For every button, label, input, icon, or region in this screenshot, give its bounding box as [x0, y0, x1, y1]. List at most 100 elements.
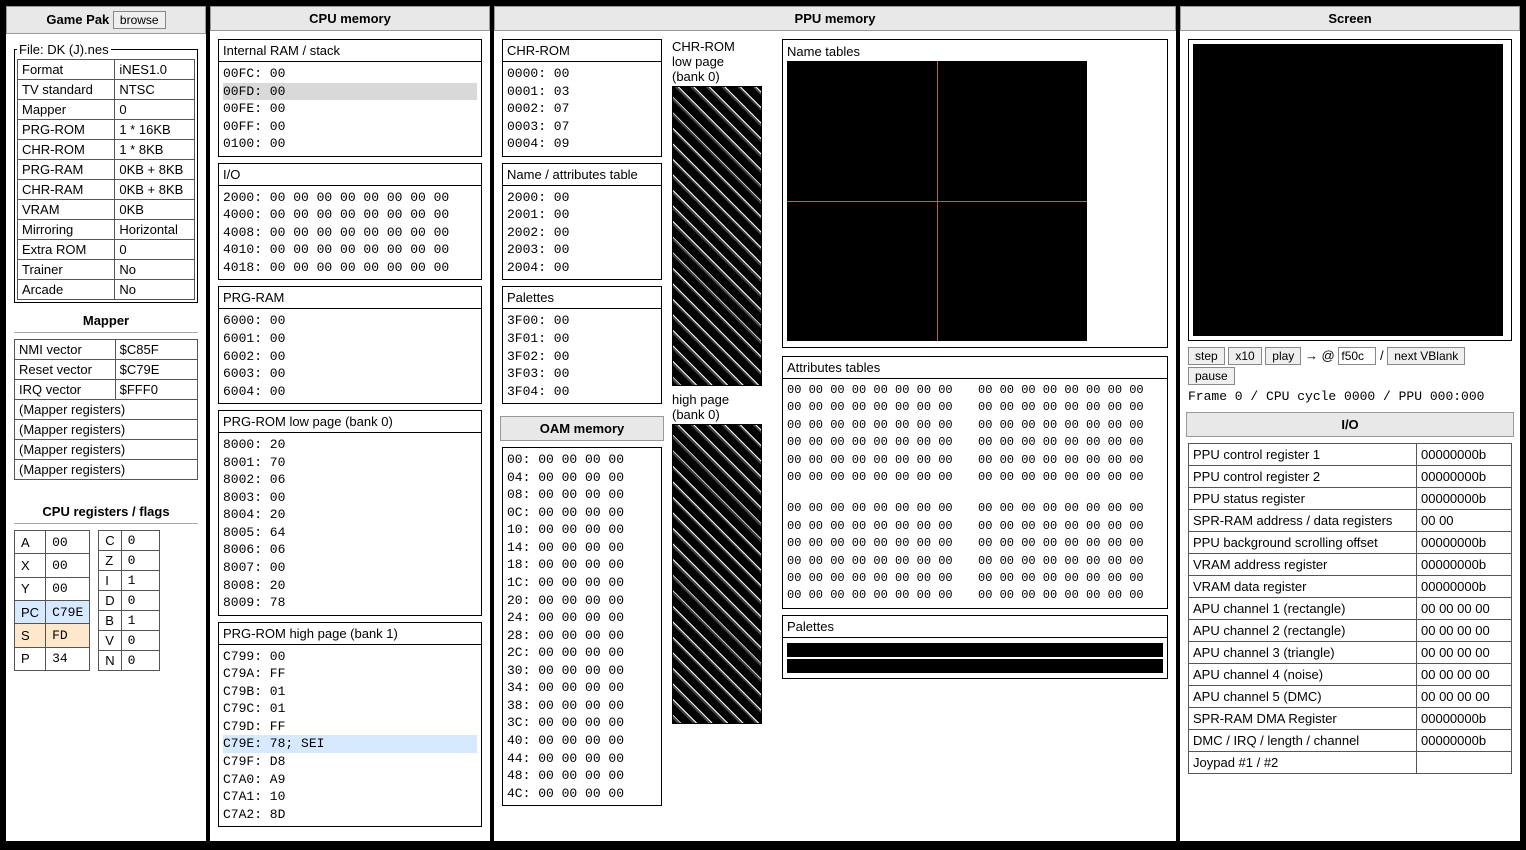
- screen-header: Screen: [1180, 6, 1520, 31]
- table-row: PRG-RAM0KB + 8KB: [18, 160, 195, 180]
- mem-box: PRG-RAM6000: 00 6001: 00 6002: 00 6003: …: [218, 286, 482, 404]
- mem-body: 6000: 00 6001: 00 6002: 00 6003: 00 6004…: [219, 309, 481, 403]
- mapper-table: NMI vector$C85FReset vector$C79EIRQ vect…: [14, 339, 198, 480]
- mem-title: Name / attributes table: [503, 164, 661, 186]
- attr-row: 00 00 00 00 00 00 00 00: [978, 518, 1163, 535]
- controls: step x10 play → @ / next VBlank pause: [1188, 347, 1512, 385]
- play-button[interactable]: play: [1265, 347, 1301, 365]
- mem-title: PRG-ROM low page (bank 0): [219, 411, 481, 433]
- ppu-mem-tables: CHR-ROM0000: 00 0001: 03 0002: 07 0003: …: [502, 39, 662, 812]
- mem-line: 0000: 00: [507, 66, 569, 81]
- chr-low-preview: [672, 86, 762, 386]
- mem-line: 8002: 06: [223, 472, 285, 487]
- table-row: Y00: [15, 577, 90, 600]
- attr-row: 00 00 00 00 00 00 00 00: [787, 535, 972, 552]
- cpu-regs: A00X00Y00PCC79ESFDP34 C0Z0I1D0B1V0N0: [14, 530, 198, 671]
- name-tables-box: Name tables: [782, 39, 1168, 348]
- mem-body: 0000: 00 0001: 03 0002: 07 0003: 07 0004…: [503, 62, 661, 156]
- table-row: APU channel 2 (rectangle)00 00 00 00: [1189, 620, 1512, 642]
- mem-body: 3F00: 00 3F01: 00 3F02: 00 3F03: 00 3F04…: [503, 309, 661, 403]
- table-row: SPR-RAM address / data registers00 00: [1189, 510, 1512, 532]
- mem-line: 2004: 00: [507, 260, 569, 275]
- gamepak-title: Game Pak: [46, 12, 109, 27]
- file-table: FormatiNES1.0TV standardNTSCMapper0PRG-R…: [17, 59, 195, 300]
- mem-line: 3F03: 00: [507, 366, 569, 381]
- table-row: VRAM address register00000000b: [1189, 554, 1512, 576]
- attr-row: 00 00 00 00 00 00 00 00: [787, 518, 972, 535]
- mem-line: 6003: 00: [223, 366, 285, 381]
- browse-button[interactable]: browse: [113, 11, 166, 29]
- chr-low-label: CHR-ROM low page (bank 0): [672, 39, 772, 84]
- cpuregs-title: CPU registers / flags: [14, 500, 198, 524]
- mem-box: Name / attributes table2000: 00 2001: 00…: [502, 163, 662, 281]
- status-line: Frame 0 / CPU cycle 0000 / PPU 000:000: [1188, 389, 1512, 404]
- attr-row: 00 00 00 00 00 00 00 00: [787, 399, 972, 416]
- table-row: C0: [99, 531, 159, 551]
- oam-body: 00: 00 00 00 00 04: 00 00 00 00 08: 00 0…: [503, 448, 661, 805]
- table-row: Mapper0: [18, 100, 195, 120]
- table-row: CHR-RAM0KB + 8KB: [18, 180, 195, 200]
- mem-body: 2000: 00 2001: 00 2002: 00 2003: 00 2004…: [503, 186, 661, 280]
- attr-row: 00 00 00 00 00 00 00 00: [787, 469, 972, 486]
- attr-block: 00 00 00 00 00 00 00 0000 00 00 00 00 00…: [978, 382, 1163, 486]
- table-row: V0: [99, 631, 159, 651]
- table-row: (Mapper registers): [15, 420, 198, 440]
- mem-line: C79A: FF: [223, 666, 285, 681]
- attr-tables-box: Attributes tables 00 00 00 00 00 00 00 0…: [782, 356, 1168, 609]
- mem-line: C7A1: 10: [223, 789, 285, 804]
- table-row: DMC / IRQ / length / channel00000000b: [1189, 730, 1512, 752]
- table-row: B1: [99, 611, 159, 631]
- table-row: APU channel 1 (rectangle)00 00 00 00: [1189, 598, 1512, 620]
- nextvblank-button[interactable]: next VBlank: [1387, 347, 1465, 365]
- regs-left: A00X00Y00PCC79ESFDP34: [14, 530, 90, 671]
- screen-box: [1188, 39, 1512, 341]
- attr-row: 00 00 00 00 00 00 00 00: [978, 570, 1163, 587]
- mem-line: 2002: 00: [507, 225, 569, 240]
- chr-high-label: high page (bank 0): [672, 392, 772, 422]
- table-row: Extra ROM0: [18, 240, 195, 260]
- mem-box: PRG-ROM high page (bank 1) C799: 00 C79A:…: [218, 622, 482, 827]
- attr-block: 00 00 00 00 00 00 00 00 00 00 00 00 00 00…: [787, 382, 972, 486]
- attr-row: 00 00 00 00 00 00 00 00: [787, 500, 972, 517]
- table-row: PPU status register00000000b: [1189, 488, 1512, 510]
- name-tables-grid: [787, 61, 1087, 341]
- palette-spr: [787, 659, 1163, 673]
- table-row: I1: [99, 571, 159, 591]
- chr-preview-col: CHR-ROM low page (bank 0) high page (ban…: [672, 39, 772, 812]
- table-row: PCC79E: [15, 600, 90, 623]
- mem-line: 8006: 06: [223, 542, 285, 557]
- mem-line: 8004: 20: [223, 507, 285, 522]
- mem-line: C79F: D8: [223, 754, 285, 769]
- table-row: (Mapper registers): [15, 460, 198, 480]
- mem-line: 3F00: 00: [507, 313, 569, 328]
- mem-line: C79C: 01: [223, 701, 285, 716]
- ppu-right-col: Name tables Attributes tables 00 00 00 0…: [782, 39, 1168, 812]
- table-row: SFD: [15, 624, 90, 647]
- mem-line: 0002: 07: [507, 101, 569, 116]
- mem-box: Palettes3F00: 00 3F01: 00 3F02: 00 3F03:…: [502, 286, 662, 404]
- table-row: TV standardNTSC: [18, 80, 195, 100]
- io-header: I/O: [1186, 412, 1514, 437]
- table-row: A00: [15, 531, 90, 554]
- attr-row: 00 00 00 00 00 00 00 00: [978, 452, 1163, 469]
- x10-button[interactable]: x10: [1228, 347, 1261, 365]
- table-row: NMI vector$C85F: [15, 340, 198, 360]
- mem-line: 4010: 00 00 00 00 00 00 00 00: [223, 242, 449, 257]
- mem-line: 2001: 00: [507, 207, 569, 222]
- mem-line: 4018: 00 00 00 00 00 00 00 00: [223, 260, 449, 275]
- table-row: Joypad #1 / #2: [1189, 752, 1512, 774]
- goto-input[interactable]: [1338, 347, 1376, 365]
- attr-row: 00 00 00 00 00 00 00 00: [978, 535, 1163, 552]
- attr-tables: 00 00 00 00 00 00 00 0000 00 00 00 00 00…: [787, 382, 1163, 605]
- table-row: Reset vector$C79E: [15, 360, 198, 380]
- mem-title: PRG-ROM high page (bank 1): [219, 623, 481, 645]
- step-button[interactable]: step: [1188, 347, 1225, 365]
- attr-row: 00 00 00 00 00 00 00 00: [978, 469, 1163, 486]
- mem-line: C799: 00: [223, 649, 285, 664]
- io-table: PPU control register 100000000bPPU contr…: [1188, 443, 1512, 774]
- table-row: (Mapper registers): [15, 440, 198, 460]
- cpumem-header: CPU memory: [210, 6, 490, 31]
- mem-title: PRG-RAM: [219, 287, 481, 309]
- pause-button[interactable]: pause: [1188, 367, 1235, 385]
- attr-row: 00 00 00 00 00 00 00 00: [978, 399, 1163, 416]
